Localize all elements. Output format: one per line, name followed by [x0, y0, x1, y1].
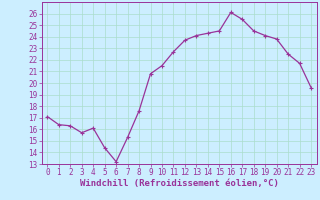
X-axis label: Windchill (Refroidissement éolien,°C): Windchill (Refroidissement éolien,°C): [80, 179, 279, 188]
